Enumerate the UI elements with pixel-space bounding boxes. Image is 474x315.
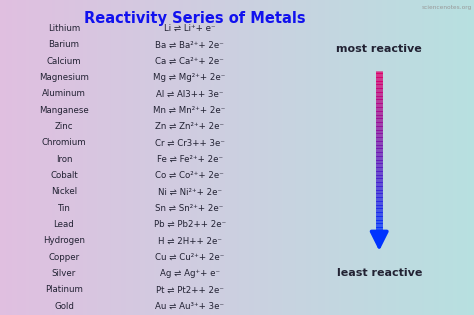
Text: Chromium: Chromium [42,138,86,147]
Text: Reactivity Series of Metals: Reactivity Series of Metals [83,11,305,26]
Text: Co ⇌ Co²⁺+ 2e⁻: Co ⇌ Co²⁺+ 2e⁻ [155,171,224,180]
Text: Silver: Silver [52,269,76,278]
Text: least reactive: least reactive [337,268,422,278]
Text: Ba ⇌ Ba²⁺+ 2e⁻: Ba ⇌ Ba²⁺+ 2e⁻ [155,40,224,49]
Text: Ni ⇌ Ni²⁺+ 2e⁻: Ni ⇌ Ni²⁺+ 2e⁻ [157,187,222,196]
Text: Manganese: Manganese [39,106,89,115]
Text: Sn ⇌ Sn²⁺+ 2e⁻: Sn ⇌ Sn²⁺+ 2e⁻ [155,203,224,213]
Text: Platinum: Platinum [45,285,83,294]
Text: Lithium: Lithium [48,24,80,33]
Text: Pb ⇌ Pb2++ 2e⁻: Pb ⇌ Pb2++ 2e⁻ [154,220,226,229]
Text: Hydrogen: Hydrogen [43,236,85,245]
Text: H ⇌ 2H++ 2e⁻: H ⇌ 2H++ 2e⁻ [158,236,221,245]
Text: Tin: Tin [57,203,71,213]
Text: Pt ⇌ Pt2++ 2e⁻: Pt ⇌ Pt2++ 2e⁻ [155,285,224,294]
Text: Fe ⇌ Fe²⁺+ 2e⁻: Fe ⇌ Fe²⁺+ 2e⁻ [156,155,223,163]
Text: Cobalt: Cobalt [50,171,78,180]
Text: Gold: Gold [54,302,74,311]
Text: Iron: Iron [56,155,72,163]
Text: Cr ⇌ Cr3++ 3e⁻: Cr ⇌ Cr3++ 3e⁻ [155,138,225,147]
Text: Aluminum: Aluminum [42,89,86,98]
Text: Mg ⇌ Mg²⁺+ 2e⁻: Mg ⇌ Mg²⁺+ 2e⁻ [154,73,226,82]
Text: Zn ⇌ Zn²⁺+ 2e⁻: Zn ⇌ Zn²⁺+ 2e⁻ [155,122,224,131]
Text: Magnesium: Magnesium [39,73,89,82]
Text: Calcium: Calcium [46,56,82,66]
Text: Ca ⇌ Ca²⁺+ 2e⁻: Ca ⇌ Ca²⁺+ 2e⁻ [155,56,224,66]
Text: Ag ⇌ Ag⁺+ e⁻: Ag ⇌ Ag⁺+ e⁻ [160,269,219,278]
Text: most reactive: most reactive [337,43,422,54]
Text: Au ⇌ Au³⁺+ 3e⁻: Au ⇌ Au³⁺+ 3e⁻ [155,302,224,311]
Text: Zinc: Zinc [55,122,73,131]
Text: Barium: Barium [48,40,80,49]
Text: Nickel: Nickel [51,187,77,196]
Text: Lead: Lead [54,220,74,229]
Text: Mn ⇌ Mn²⁺+ 2e⁻: Mn ⇌ Mn²⁺+ 2e⁻ [154,106,226,115]
Text: Cu ⇌ Cu²⁺+ 2e⁻: Cu ⇌ Cu²⁺+ 2e⁻ [155,253,224,262]
Text: sciencenotes.org: sciencenotes.org [421,5,472,10]
Text: Li ⇌ Li⁺+ e⁻: Li ⇌ Li⁺+ e⁻ [164,24,215,33]
Text: Copper: Copper [48,253,80,262]
Text: Al ⇌ Al3++ 3e⁻: Al ⇌ Al3++ 3e⁻ [156,89,223,98]
